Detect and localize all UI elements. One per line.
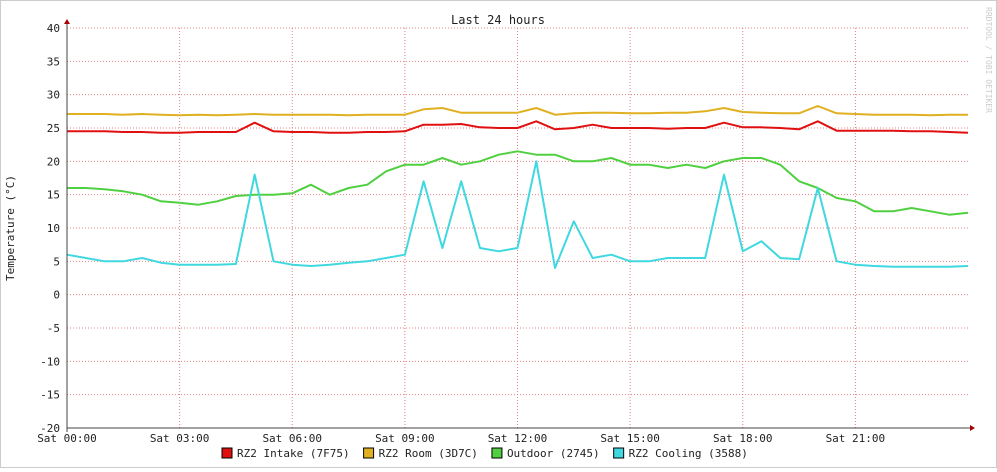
series-line — [67, 105, 968, 117]
lines — [66, 105, 969, 269]
x-tick-label: Sat 18:00 — [713, 432, 773, 445]
y-tick-label: 40 — [47, 22, 60, 35]
y-tick-label: -15 — [40, 389, 60, 402]
y-tick-label: 15 — [47, 189, 60, 202]
y-tick-label: 5 — [53, 255, 60, 268]
watermark: RRDTOOL / TOBI OETIKER — [984, 7, 993, 113]
y-tick-label: -20 — [40, 422, 60, 435]
y-tick-label: 0 — [53, 289, 60, 302]
y-arrow — [64, 19, 70, 24]
legend: RZ2 Intake (7F75) RZ2 Room (3D7C) Outdoor … — [221, 447, 748, 460]
legend-swatch — [221, 447, 233, 459]
x-tick-label: Sat 15:00 — [600, 432, 660, 445]
y-tick-label: -5 — [47, 322, 60, 335]
legend-label: RZ2 Intake (7F75) — [237, 447, 350, 460]
series-line — [66, 160, 969, 269]
x-tick-label: Sat 00:00 — [37, 432, 97, 445]
x-tick-label: Sat 03:00 — [150, 432, 210, 445]
legend-label: RZ2 Cooling (3588) — [629, 447, 748, 460]
y-tick-label: 25 — [47, 122, 60, 135]
y-tick-label: 10 — [47, 222, 60, 235]
x-arrow — [970, 425, 975, 431]
y-tick-label: 20 — [47, 155, 60, 168]
y-tick-label: 30 — [47, 89, 60, 102]
legend-swatch — [491, 447, 503, 459]
x-tick-label: Sat 09:00 — [375, 432, 435, 445]
y-tick-label: -10 — [40, 355, 60, 368]
legend-label: RZ2 Room (3D7C) — [379, 447, 478, 460]
y-axis-label: Temperature (°C) — [4, 175, 17, 281]
series-line — [67, 120, 969, 134]
legend-label: Outdoor (2745) — [507, 447, 600, 460]
axes: -20 -15 -10 -5 0 5 10 15 20 25 30 35 40 Sat 00:00 Sat … — [37, 19, 975, 445]
x-tick-label: Sat 21:00 — [826, 432, 886, 445]
x-tick-label: Sat 06:00 — [262, 432, 322, 445]
grid — [66, 27, 968, 429]
x-tick-label: Sat 12:00 — [488, 432, 548, 445]
chart-title: Last 24 hours — [451, 13, 545, 27]
y-tick-label: 35 — [47, 55, 60, 68]
legend-swatch — [613, 447, 625, 459]
legend-swatch — [363, 447, 375, 459]
